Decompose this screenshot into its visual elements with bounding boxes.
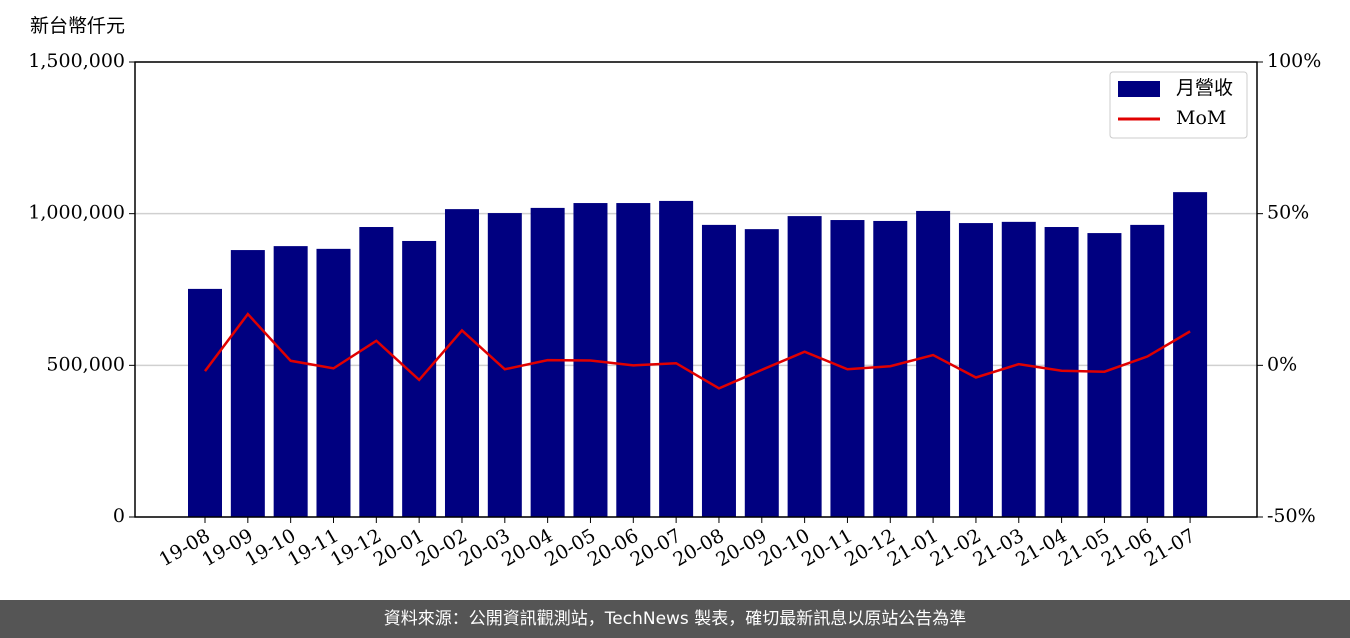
y-tick-label: 1,000,000 [28,202,125,224]
bar [1087,233,1122,517]
x-tick-label: 21-07 [1141,525,1199,571]
legend-label: 月營收 [1176,77,1233,99]
bar [316,248,351,517]
y2-tick-label: 100% [1267,50,1321,72]
bar [359,227,394,517]
bar [487,213,522,517]
bar [230,250,265,518]
plot-frame [134,61,1258,518]
legend-swatch [1118,81,1160,97]
footer: 資料來源：公開資訊觀測站，TechNews 製表，確切最新訊息以原站公告為準 [0,600,1350,638]
bar [916,210,951,518]
y-axis-label: 新台幣仟元 [30,15,125,37]
bar [1173,192,1208,517]
bar [188,288,222,517]
bar [273,246,308,517]
legend-label: MoM [1176,107,1226,129]
y2-tick-label: 0% [1267,353,1297,375]
bar [659,200,694,517]
bar [444,209,479,517]
y2-tick-label: 50% [1267,202,1309,224]
bar [873,220,908,518]
y2-tick-label: -50% [1267,505,1316,527]
bar [787,216,822,518]
bar [1001,221,1036,517]
bar [616,203,651,518]
bar [958,223,993,517]
line [204,312,1191,390]
y-tick-label: 0 [113,505,125,527]
bar [701,224,736,517]
y-tick-label: 500,000 [46,353,125,375]
bar [744,229,779,518]
bar [1130,224,1165,517]
y-tick-label: 1,500,000 [28,50,125,72]
chart: 新台幣仟元 0 500,000 1,000,000 1,500,000 -50% 0% 50… [28,15,1321,571]
